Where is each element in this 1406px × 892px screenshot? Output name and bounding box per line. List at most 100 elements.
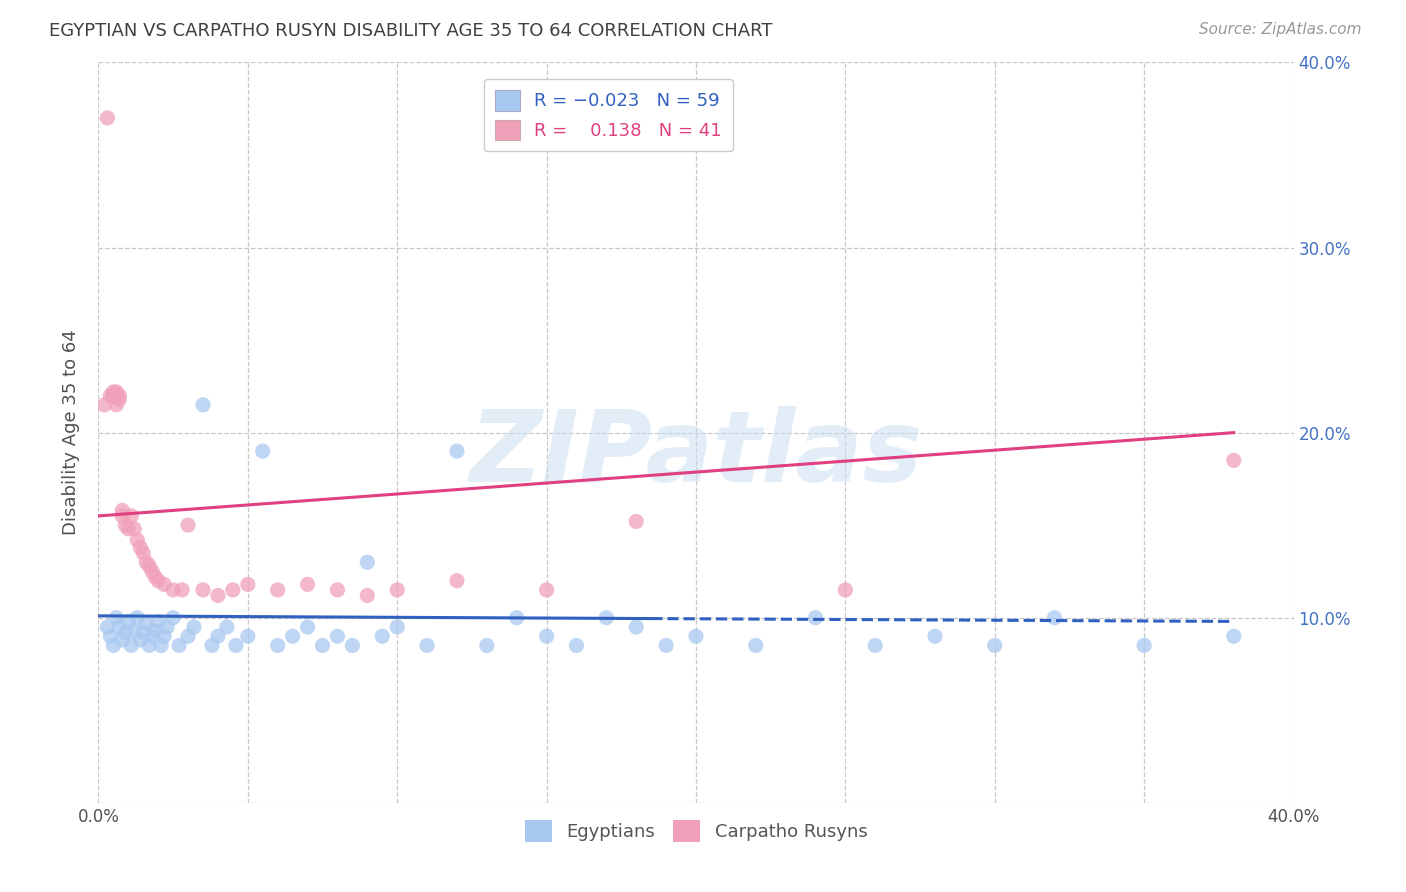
Text: Source: ZipAtlas.com: Source: ZipAtlas.com bbox=[1198, 22, 1361, 37]
Point bbox=[138, 639, 160, 653]
Point bbox=[685, 629, 707, 643]
Point bbox=[93, 398, 115, 412]
Point bbox=[96, 620, 118, 634]
Point bbox=[191, 398, 214, 412]
Point bbox=[865, 639, 887, 653]
Point bbox=[536, 629, 558, 643]
Point bbox=[416, 639, 439, 653]
Point bbox=[111, 632, 134, 647]
Point bbox=[1043, 610, 1066, 624]
Point bbox=[150, 639, 173, 653]
Point bbox=[1223, 629, 1246, 643]
Point bbox=[626, 515, 648, 529]
Point bbox=[153, 629, 176, 643]
Legend: Egyptians, Carpatho Rusyns: Egyptians, Carpatho Rusyns bbox=[517, 813, 875, 849]
Point bbox=[506, 610, 529, 624]
Point bbox=[236, 629, 259, 643]
Point bbox=[984, 639, 1007, 653]
Point bbox=[475, 639, 498, 653]
Point bbox=[129, 541, 152, 555]
Point bbox=[167, 639, 190, 653]
Point bbox=[177, 629, 200, 643]
Point bbox=[655, 639, 678, 653]
Point bbox=[595, 610, 617, 624]
Point bbox=[745, 639, 768, 653]
Point bbox=[141, 565, 163, 579]
Y-axis label: Disability Age 35 to 64: Disability Age 35 to 64 bbox=[62, 330, 80, 535]
Point bbox=[267, 639, 290, 653]
Point bbox=[108, 392, 131, 407]
Point bbox=[172, 582, 194, 597]
Point bbox=[114, 518, 136, 533]
Point bbox=[834, 582, 856, 597]
Point bbox=[132, 625, 155, 640]
Point bbox=[141, 629, 163, 643]
Point bbox=[177, 518, 200, 533]
Point bbox=[297, 620, 319, 634]
Point bbox=[105, 398, 128, 412]
Point bbox=[281, 629, 304, 643]
Point bbox=[124, 522, 146, 536]
Point bbox=[326, 582, 349, 597]
Point bbox=[267, 582, 290, 597]
Point bbox=[252, 444, 274, 458]
Point bbox=[297, 577, 319, 591]
Point bbox=[222, 582, 245, 597]
Point bbox=[356, 555, 378, 569]
Point bbox=[225, 639, 247, 653]
Point bbox=[135, 616, 157, 631]
Point bbox=[117, 522, 139, 536]
Point bbox=[103, 388, 125, 402]
Point bbox=[143, 624, 166, 638]
Point bbox=[201, 639, 224, 653]
Point bbox=[183, 620, 205, 634]
Point bbox=[132, 546, 155, 560]
Point bbox=[215, 620, 238, 634]
Point bbox=[626, 620, 648, 634]
Point bbox=[156, 620, 179, 634]
Text: EGYPTIAN VS CARPATHO RUSYN DISABILITY AGE 35 TO 64 CORRELATION CHART: EGYPTIAN VS CARPATHO RUSYN DISABILITY AG… bbox=[49, 22, 773, 40]
Point bbox=[98, 388, 122, 402]
Point bbox=[129, 632, 152, 647]
Point bbox=[114, 625, 136, 640]
Point bbox=[135, 555, 157, 569]
Point bbox=[96, 111, 118, 125]
Point bbox=[162, 610, 184, 624]
Point bbox=[98, 629, 122, 643]
Point bbox=[124, 624, 146, 638]
Point bbox=[565, 639, 588, 653]
Point bbox=[804, 610, 827, 624]
Point bbox=[103, 639, 125, 653]
Point bbox=[446, 444, 468, 458]
Point bbox=[536, 582, 558, 597]
Point bbox=[207, 629, 229, 643]
Point bbox=[342, 639, 364, 653]
Point bbox=[924, 629, 946, 643]
Point bbox=[127, 533, 149, 547]
Point bbox=[105, 610, 128, 624]
Point bbox=[311, 639, 333, 653]
Point bbox=[162, 582, 184, 597]
Point bbox=[371, 629, 394, 643]
Point bbox=[120, 508, 142, 523]
Point bbox=[108, 620, 131, 634]
Point bbox=[111, 503, 134, 517]
Point bbox=[385, 582, 409, 597]
Point bbox=[446, 574, 468, 588]
Point bbox=[148, 574, 170, 588]
Point bbox=[1133, 639, 1156, 653]
Point bbox=[138, 558, 160, 573]
Point bbox=[108, 388, 131, 402]
Point bbox=[207, 589, 229, 603]
Point bbox=[105, 384, 128, 399]
Point bbox=[117, 615, 139, 629]
Point bbox=[111, 508, 134, 523]
Point bbox=[127, 610, 149, 624]
Point bbox=[356, 589, 378, 603]
Point bbox=[103, 384, 125, 399]
Point bbox=[326, 629, 349, 643]
Point bbox=[236, 577, 259, 591]
Point bbox=[1223, 453, 1246, 467]
Point bbox=[191, 582, 214, 597]
Point bbox=[120, 639, 142, 653]
